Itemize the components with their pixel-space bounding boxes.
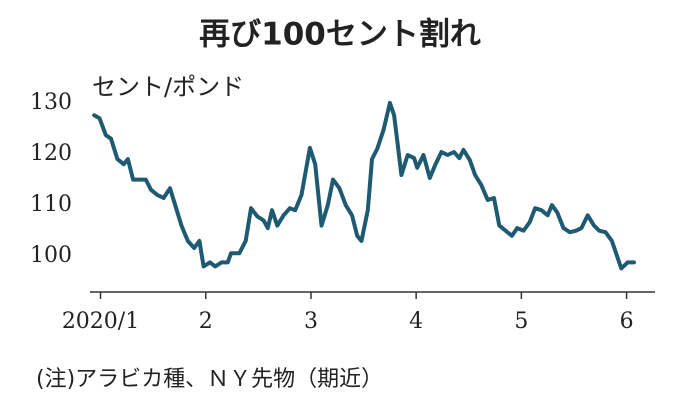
x-tick-label: 4 [409, 309, 423, 334]
y-tick-label: 120 [30, 141, 72, 166]
y-unit: セント/ポンド [92, 73, 244, 101]
note: (注)アラビカ種、ＮＹ先物（期近） [36, 367, 383, 392]
x-tick-label: 5 [514, 309, 528, 334]
y-tick-label: 100 [30, 243, 72, 268]
chart-title: 再び100セント割れ [199, 17, 481, 53]
y-tick-label: 130 [30, 90, 72, 115]
x-tick-label: 2020/1 [62, 309, 139, 334]
line [92, 100, 636, 271]
x-tick-label: 3 [304, 309, 318, 334]
x-tick-label: 2 [199, 309, 213, 334]
y-tick-label: 110 [30, 192, 72, 217]
x-tick-label: 6 [620, 309, 634, 334]
